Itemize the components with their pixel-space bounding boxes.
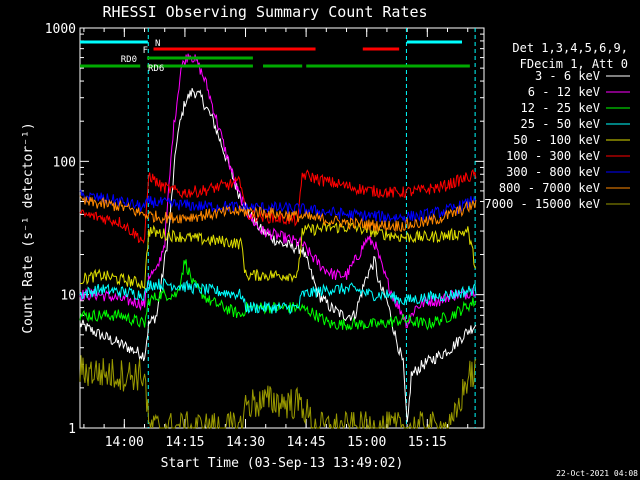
legend-label: 100 - 300 keV — [506, 149, 600, 163]
flag-label: F — [143, 46, 148, 56]
series-line-2 — [79, 259, 477, 331]
y-axis-label: Count Rate (s⁻¹ detector⁻¹) — [21, 122, 36, 333]
series-line-5 — [79, 168, 477, 244]
x-tick-label: 15:15 — [408, 435, 447, 450]
series-line-8 — [79, 355, 477, 430]
y-tick-label: 100 — [53, 155, 76, 170]
legend-label: 800 - 7000 keV — [499, 181, 600, 195]
legend-label: 25 - 50 keV — [521, 117, 600, 131]
footer-timestamp: 22-Oct-2021 04:08 — [556, 469, 638, 478]
series-layer — [79, 53, 477, 430]
y-tick-label: 10 — [60, 289, 76, 304]
flag-label: N — [155, 39, 160, 49]
y-tick-label: 1000 — [45, 22, 76, 37]
legend-label: 50 - 100 keV — [513, 133, 600, 147]
x-tick-label: 14:45 — [287, 435, 326, 450]
series-line-6 — [79, 189, 477, 223]
legend-header: FDecim 1, Att 0 — [520, 57, 628, 71]
plot-axes: 1 10 100 1000 14:00 14:15 14:30 14:45 15:00 15:15 — [45, 22, 485, 450]
flag-label: RD6 — [148, 64, 164, 74]
x-axis-label: Start Time (03-Sep-13 13:49:02) — [161, 456, 404, 471]
x-tick-label: 14:15 — [165, 435, 204, 450]
legend-header: Det 1,3,4,5,6,9, — [512, 41, 628, 55]
legend-label: 7000 - 15000 keV — [484, 197, 600, 211]
flag-lines: NF RD0 RD6 — [80, 39, 470, 74]
series-line-0 — [79, 88, 477, 423]
series-line-4 — [79, 221, 477, 290]
legend-label: 300 - 800 keV — [506, 165, 600, 179]
series-line-7 — [79, 195, 477, 233]
x-tick-label: 14:00 — [105, 435, 144, 450]
chart-title: RHESSI Observing Summary Count Rates — [102, 3, 427, 21]
series-line-3 — [79, 277, 477, 315]
x-tick-label: 15:00 — [347, 435, 386, 450]
legend: Det 1,3,4,5,6,9, FDecim 1, Att 03 - 6 keV… — [484, 41, 630, 211]
y-tick-label: 1 — [68, 422, 76, 437]
flag-label: RD0 — [121, 55, 137, 65]
x-tick-label: 14:30 — [226, 435, 265, 450]
legend-label: 3 - 6 keV — [535, 69, 600, 83]
plot-frame — [79, 27, 485, 429]
legend-label: 6 - 12 keV — [528, 85, 600, 99]
legend-label: 12 - 25 keV — [521, 101, 600, 115]
